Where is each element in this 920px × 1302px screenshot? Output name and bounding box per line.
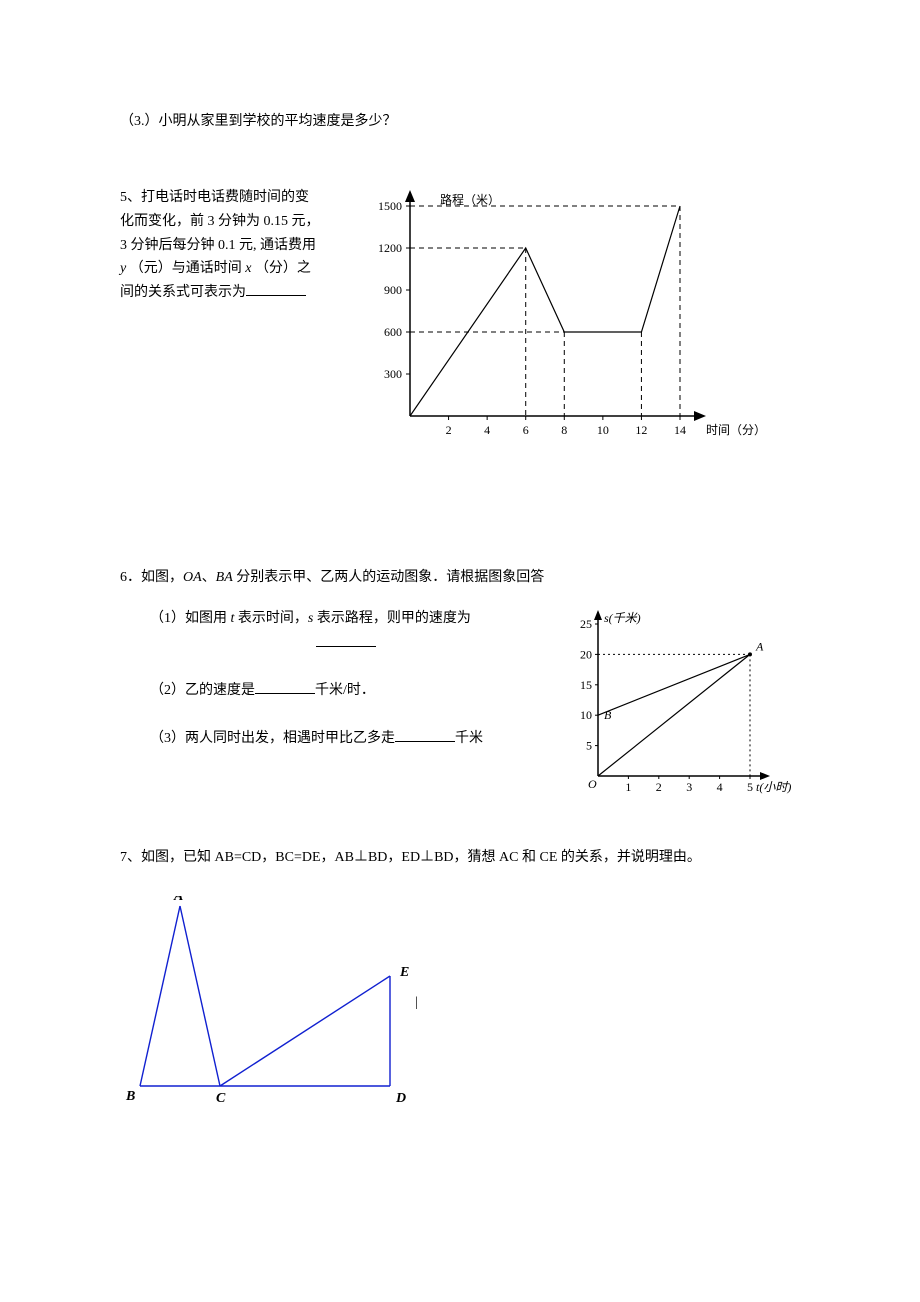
q6-p2: （2）乙的速度是 千米/时． xyxy=(150,678,542,703)
svg-text:5: 5 xyxy=(586,739,592,753)
question-7-text: 7、如图，已知 AB=CD，BC=DE，AB⊥BD，ED⊥BD，猜想 AC 和 … xyxy=(120,846,800,866)
svg-text:A: A xyxy=(755,639,764,653)
q5-y-var: y xyxy=(120,261,126,276)
svg-text:15: 15 xyxy=(580,678,592,692)
q6-p1-a: （1）如图用 xyxy=(150,611,231,626)
svg-text:s(千米): s(千米) xyxy=(604,611,641,625)
svg-text:B: B xyxy=(125,1089,135,1104)
svg-text:1500: 1500 xyxy=(378,199,402,213)
svg-text:12: 12 xyxy=(635,423,647,437)
q7-diagram: A B C D E | xyxy=(120,896,800,1106)
svg-text:25: 25 xyxy=(580,617,592,631)
svg-text:2: 2 xyxy=(446,423,452,437)
question-6-head: 6．如图，OA、BA 分别表示甲、乙两人的运动图象．请根据图象回答 xyxy=(120,566,800,586)
svg-text:1200: 1200 xyxy=(378,241,402,255)
svg-text:路程（米）: 路程（米） xyxy=(440,192,500,207)
q6-oa: OA xyxy=(183,570,202,585)
svg-text:3: 3 xyxy=(686,780,692,794)
question-6-body: （1）如图用 t 表示时间，s 表示路程，则甲的速度为 （2）乙的速度是 千米/时… xyxy=(120,606,800,806)
svg-text:10: 10 xyxy=(597,423,609,437)
svg-text:2: 2 xyxy=(656,780,662,794)
svg-text:O: O xyxy=(588,777,597,791)
svg-text:4: 4 xyxy=(717,780,723,794)
svg-text:B: B xyxy=(604,708,612,722)
svg-text:时间（分）: 时间（分） xyxy=(706,423,766,437)
q6-blank-3 xyxy=(395,727,455,742)
question-5: 5、打电话时电话费随时间的变化而变化，前 3 分钟为 0.15 元，3 分钟后每… xyxy=(120,186,800,466)
svg-text:C: C xyxy=(216,1091,226,1106)
q6-p3-b: 千米 xyxy=(455,731,483,746)
q7-text: 7、如图，已知 AB=CD，BC=DE，AB⊥BD，ED⊥BD，猜想 AC 和 … xyxy=(120,850,701,865)
q6-blank-1 xyxy=(316,632,376,647)
q6-chart: 5 10 15 20 25 1 2 3 4 5 A B Os(千米) t(小时) xyxy=(560,606,800,806)
q6-head-2: 、 xyxy=(202,570,216,585)
q6-head-1: 6．如图， xyxy=(120,570,183,585)
svg-text:5: 5 xyxy=(747,780,753,794)
svg-text:900: 900 xyxy=(384,283,402,297)
svg-text:10: 10 xyxy=(580,708,592,722)
q3-text: （3.）小明从家里到学校的平均速度是多少？ xyxy=(120,114,397,129)
svg-text:600: 600 xyxy=(384,325,402,339)
q5-text-2: （元）与通话时间 xyxy=(130,261,246,276)
q5-chart: 300 600 900 1200 1500 2 4 6 8 10 12 14 路程（米） 时间（分） xyxy=(350,186,770,466)
svg-text:D: D xyxy=(395,1091,406,1106)
q6-p1: （1）如图用 t 表示时间，s 表示路程，则甲的速度为 xyxy=(150,606,542,656)
svg-text:A: A xyxy=(173,896,183,904)
svg-text:E: E xyxy=(399,965,409,980)
q5-blank xyxy=(246,281,306,296)
svg-text:14: 14 xyxy=(674,423,686,437)
svg-text:|: | xyxy=(415,995,418,1010)
q6-p2-a: （2）乙的速度是 xyxy=(150,683,255,698)
svg-text:20: 20 xyxy=(580,647,592,661)
svg-text:8: 8 xyxy=(561,423,567,437)
q6-subquestions: （1）如图用 t 表示时间，s 表示路程，则甲的速度为 （2）乙的速度是 千米/时… xyxy=(120,606,542,773)
q6-blank-2 xyxy=(255,679,315,694)
svg-text:t(小时): t(小时) xyxy=(756,780,791,794)
q5-x-var: x xyxy=(245,261,251,276)
svg-text:6: 6 xyxy=(523,423,529,437)
q5-text-block: 5、打电话时电话费随时间的变化而变化，前 3 分钟为 0.15 元，3 分钟后每… xyxy=(120,186,320,305)
question-3: （3.）小明从家里到学校的平均速度是多少？ xyxy=(120,110,800,130)
q6-head-3: 分别表示甲、乙两人的运动图象．请根据图象回答 xyxy=(233,570,545,585)
q6-p3: （3）两人同时出发，相遇时甲比乙多走 千米 xyxy=(150,726,542,751)
q5-text-1: 5、打电话时电话费随时间的变化而变化，前 3 分钟为 0.15 元，3 分钟后每… xyxy=(120,190,320,253)
svg-text:1: 1 xyxy=(625,780,631,794)
q6-p3-a: （3）两人同时出发，相遇时甲比乙多走 xyxy=(150,731,395,746)
q6-p2-b: 千米/时． xyxy=(315,683,375,698)
q6-ba: BA xyxy=(216,570,233,585)
q6-p1-c: 表示路程，则甲的速度为 xyxy=(313,611,471,626)
q6-p1-b: 表示时间， xyxy=(234,611,308,626)
svg-text:300: 300 xyxy=(384,367,402,381)
svg-text:4: 4 xyxy=(484,423,490,437)
